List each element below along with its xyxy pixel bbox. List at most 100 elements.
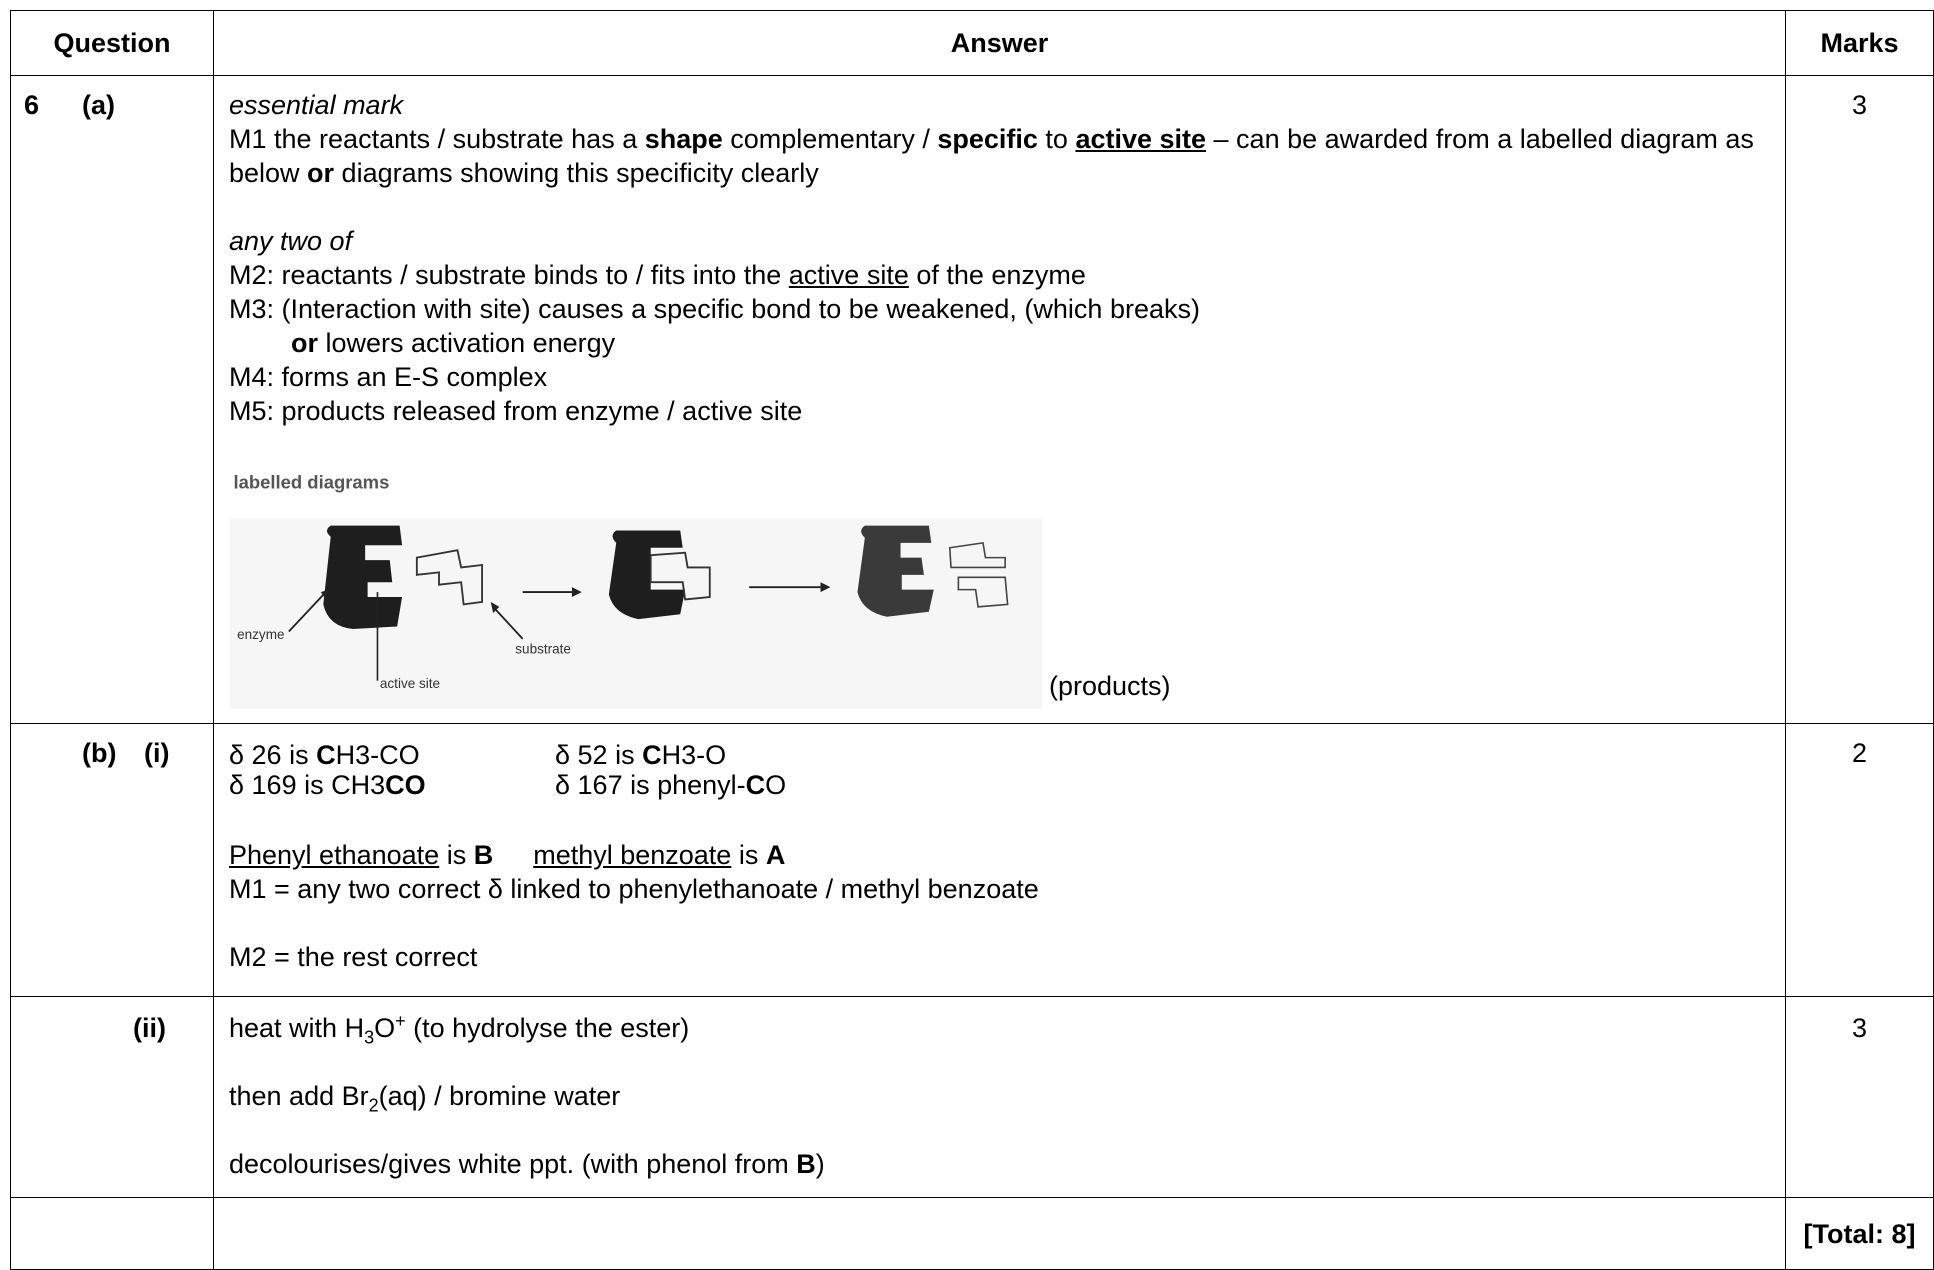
- answer-cell: essential mark M1 the reactants / substr…: [213, 75, 1786, 724]
- answer-cell: heat with H3O+ (to hydrolyse the ester) …: [213, 996, 1786, 1198]
- text: specific: [937, 124, 1038, 154]
- text: δ 169 is CH3: [229, 770, 386, 800]
- answer-line: M3: (Interaction with site) causes a spe…: [229, 292, 1771, 326]
- answer-line: M5: products released from enzyme / acti…: [229, 394, 1771, 428]
- answer-line: then add Br2(aq) / bromine water: [229, 1079, 1771, 1116]
- total: [Total: 8]: [1785, 1197, 1934, 1270]
- answer-line: any two of: [229, 224, 1771, 258]
- text: A: [765, 840, 786, 870]
- question-cell: (ii): [10, 996, 214, 1198]
- text: active site: [788, 260, 909, 290]
- text: +: [395, 1011, 406, 1031]
- text: M5: products released from enzyme / acti…: [229, 396, 803, 426]
- text: B: [473, 840, 494, 870]
- text: – can be awarded from a labelled diagram…: [229, 124, 1754, 188]
- answer-line: decolourises/gives white ppt. (with phen…: [229, 1147, 1771, 1181]
- pointer: [492, 606, 524, 640]
- shift-column: δ 52 is CH3-O δ 167 is phenyl-CO: [555, 738, 786, 802]
- question-cell: 6 (a): [10, 75, 214, 724]
- text: of the enzyme: [908, 260, 1086, 290]
- text: M3: (Interaction with site) causes a spe…: [229, 294, 1200, 324]
- mark-scheme-table: Question Answer Marks 6 (a) essential ma…: [10, 10, 1934, 1270]
- row: (b) (i) δ 26 is CH3-CO δ 169 is CH3CO δ …: [10, 723, 1934, 997]
- answer-line: δ 167 is phenyl-CO: [555, 768, 786, 802]
- empty-cell: [213, 1197, 1786, 1270]
- text: ): [815, 1149, 825, 1179]
- text: CO: [385, 770, 426, 800]
- answer-line: M4: forms an E-S complex: [229, 360, 1771, 394]
- text: lowers activation energy: [318, 328, 616, 358]
- diagram-title: labelled diagrams: [233, 472, 389, 493]
- question-cell: (b) (i): [10, 723, 214, 997]
- answer-line: δ 52 is CH3-O: [555, 738, 786, 772]
- text: decolourises/gives white ppt. (with phen…: [229, 1149, 797, 1179]
- answer-line: M1 = any two correct δ linked to phenyle…: [229, 872, 1771, 906]
- text: Phenyl ethanoate: [229, 840, 440, 870]
- text: (to hydrolyse the ester): [405, 1013, 690, 1043]
- answer-line: δ 169 is CH3CO: [229, 768, 555, 802]
- text: H3-O: [661, 740, 727, 770]
- pointer: [288, 591, 327, 633]
- marks-cell: 3: [1785, 75, 1934, 724]
- shift-column: δ 26 is CH3-CO δ 169 is CH3CO: [229, 738, 555, 802]
- text: δ 52 is: [555, 740, 643, 770]
- answer-line: heat with H3O+ (to hydrolyse the ester): [229, 1011, 1771, 1046]
- shift-table: δ 26 is CH3-CO δ 169 is CH3CO δ 52 is CH…: [229, 738, 1771, 802]
- text: heat with H: [229, 1013, 365, 1043]
- row: 6 (a) essential mark M1 the reactants / …: [10, 75, 1934, 724]
- text: C: [745, 770, 766, 800]
- text: 2: [368, 1095, 379, 1116]
- diagram-label: enzyme: [237, 627, 284, 642]
- answer-line: M1 the reactants / substrate has a shape…: [229, 122, 1771, 190]
- text: methyl benzoate: [533, 840, 732, 870]
- text: δ 26 is: [229, 740, 317, 770]
- text: C: [316, 740, 336, 770]
- answer-line: M2 = the rest correct: [229, 940, 1771, 974]
- text: to: [1037, 124, 1076, 154]
- substrate-shape: [649, 551, 711, 601]
- diagram: labelled diagrams enzyme active site sub…: [229, 469, 1629, 719]
- text: M2: reactants / substrate binds to / fit…: [229, 260, 789, 290]
- diagram-label: substrate: [515, 642, 571, 657]
- answer-cell: δ 26 is CH3-CO δ 169 is CH3CO δ 52 is CH…: [213, 723, 1786, 997]
- text: O: [765, 770, 787, 800]
- text: then add Br: [229, 1081, 369, 1111]
- question-part: (a): [82, 90, 115, 120]
- enzyme-shape: [323, 525, 403, 629]
- question-subpart: (ii): [133, 1013, 166, 1043]
- question-number: 6: [24, 90, 40, 120]
- text: M4: forms an E-S complex: [229, 362, 548, 392]
- diagram-figure: labelled diagrams enzyme active site sub…: [229, 472, 1043, 709]
- product-shape: [957, 576, 1009, 608]
- substrate-shape: [415, 549, 483, 606]
- text: is: [731, 840, 766, 870]
- text: M2 = the rest correct: [229, 942, 478, 972]
- answer-line: or lowers activation energy: [229, 326, 1771, 360]
- text: (aq) / bromine water: [378, 1081, 621, 1111]
- marks-cell: 3: [1785, 996, 1934, 1198]
- empty-cell: [10, 1197, 214, 1270]
- text: active site: [1075, 124, 1207, 154]
- text: or: [307, 158, 335, 188]
- text: is: [439, 840, 474, 870]
- text: shape: [644, 124, 723, 154]
- enzyme-shape: [608, 530, 686, 620]
- enzyme-shape: [857, 525, 934, 617]
- header-question: Question: [10, 10, 214, 76]
- total-row: [Total: 8]: [10, 1197, 1934, 1270]
- text: complementary /: [722, 124, 938, 154]
- marks-cell: 2: [1785, 723, 1934, 997]
- header-answer: Answer: [213, 10, 1786, 76]
- answer-line: essential mark: [229, 88, 1771, 122]
- answer-line: δ 26 is CH3-CO: [229, 738, 555, 772]
- text: C: [642, 740, 662, 770]
- header-row: Question Answer Marks: [10, 10, 1934, 76]
- text: any two of: [229, 226, 353, 256]
- diagram-label: active site: [380, 676, 440, 691]
- header-marks: Marks: [1785, 10, 1934, 76]
- text: O: [374, 1013, 396, 1043]
- text: M1 = any two correct δ linked to phenyle…: [229, 874, 1039, 904]
- text: M1 the reactants / substrate has a: [229, 124, 645, 154]
